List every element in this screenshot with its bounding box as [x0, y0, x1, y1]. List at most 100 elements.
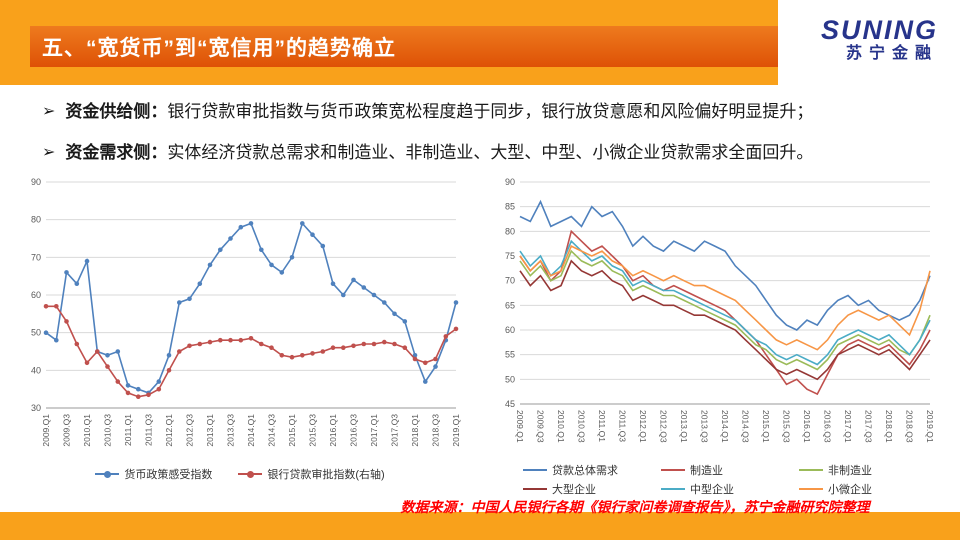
legend-line-icon — [95, 470, 120, 478]
svg-text:2014.Q3: 2014.Q3 — [741, 410, 751, 443]
legend-label: 小微企业 — [828, 484, 872, 496]
svg-text:2018.Q1: 2018.Q1 — [884, 410, 894, 443]
svg-text:2013.Q3: 2013.Q3 — [226, 414, 236, 447]
svg-text:2009.Q3: 2009.Q3 — [62, 414, 72, 447]
legend-label: 银行贷款审批指数(右轴) — [267, 469, 385, 481]
legend-item: 制造业 — [645, 462, 783, 478]
svg-text:80: 80 — [505, 226, 515, 236]
bullet-demand-side: ➢ 资金需求侧：实体经济贷款总需求和制造业、非制造业、大型、中型、小微企业贷款需… — [42, 141, 922, 165]
legend-item: 银行贷款审批指数(右轴) — [238, 466, 385, 482]
legend-label: 货币政策感受指数 — [124, 469, 213, 481]
svg-text:2016.Q3: 2016.Q3 — [349, 414, 359, 447]
svg-text:2016.Q3: 2016.Q3 — [823, 410, 833, 443]
svg-text:2014.Q3: 2014.Q3 — [267, 414, 277, 447]
svg-text:2019.Q1: 2019.Q1 — [925, 410, 935, 443]
svg-text:2015.Q3: 2015.Q3 — [782, 410, 792, 443]
svg-text:60: 60 — [505, 325, 515, 335]
legend-line-icon — [799, 469, 823, 471]
legend-item: 非制造业 — [783, 462, 921, 478]
arrow-bullet-icon: ➢ — [42, 103, 56, 120]
bullet-text: 资金供给侧：银行贷款审批指数与货币政策宽松程度趋于同步，银行放贷意愿和风险偏好明… — [65, 100, 813, 124]
legend-marker-icon — [247, 470, 255, 478]
svg-text:75: 75 — [505, 251, 515, 261]
page-title: 五、“宽货币”到“宽信用”的趋势确立 — [42, 36, 396, 60]
svg-text:50: 50 — [505, 374, 515, 384]
legend-line-icon — [238, 470, 263, 478]
legend-item: 小微企业 — [783, 481, 921, 497]
svg-text:2013.Q3: 2013.Q3 — [700, 410, 710, 443]
svg-text:2017.Q3: 2017.Q3 — [864, 410, 874, 443]
svg-text:50: 50 — [31, 328, 41, 338]
svg-text:70: 70 — [505, 276, 515, 286]
svg-text:2017.Q1: 2017.Q1 — [369, 414, 379, 447]
suning-logo: SUNING 苏宁金融 — [821, 16, 938, 64]
svg-text:45: 45 — [505, 399, 515, 409]
svg-text:30: 30 — [31, 403, 41, 413]
source-note: 数据来源：中国人民银行各期《银行家问卷调查报告》，苏宁金融研究院整理 — [400, 499, 870, 515]
svg-text:2010.Q3: 2010.Q3 — [103, 414, 113, 447]
bullet-list: ➢ 资金供给侧：银行贷款审批指数与货币政策宽松程度趋于同步，银行放贷意愿和风险偏… — [42, 100, 922, 182]
svg-text:2015.Q1: 2015.Q1 — [761, 410, 771, 443]
legend-line-icon — [661, 469, 685, 471]
bullet-body: 银行贷款审批指数与货币政策宽松程度趋于同步，银行放贷意愿和风险偏好明显提升； — [167, 102, 814, 121]
left-line-chart: 30 40 50 60 70 80 90 2009.Q1 2009.Q3 2010.Q1 2010.… — [31, 177, 461, 447]
svg-text:2009.Q1: 2009.Q1 — [515, 410, 525, 443]
logo-subtext: 苏宁金融 — [845, 45, 938, 62]
arrow-bullet-icon: ➢ — [42, 144, 56, 161]
svg-text:2017.Q3: 2017.Q3 — [390, 414, 400, 447]
legend-line-icon — [799, 488, 823, 490]
svg-text:2014.Q1: 2014.Q1 — [720, 410, 730, 443]
svg-text:2015.Q3: 2015.Q3 — [308, 414, 318, 447]
svg-text:2018.Q3: 2018.Q3 — [431, 414, 441, 447]
svg-text:2011.Q3: 2011.Q3 — [144, 414, 154, 446]
svg-text:2015.Q1: 2015.Q1 — [287, 414, 297, 447]
footer-bar — [0, 512, 960, 540]
svg-text:40: 40 — [31, 365, 41, 375]
legend-item: 贷款总体需求 — [507, 462, 645, 478]
svg-text:55: 55 — [505, 350, 515, 360]
svg-text:60: 60 — [31, 290, 41, 300]
right-chart-legend: 贷款总体需求 制造业 非制造业大型企业 中型企业 小微企业 — [490, 462, 938, 497]
svg-text:70: 70 — [31, 252, 41, 262]
legend-item: 大型企业 — [507, 481, 645, 497]
page-title-bar: 五、“宽货币”到“宽信用”的趋势确立 — [30, 26, 778, 67]
bullet-supply-side: ➢ 资金供给侧：银行贷款审批指数与货币政策宽松程度趋于同步，银行放贷意愿和风险偏… — [42, 100, 922, 124]
legend-label: 贷款总体需求 — [552, 465, 618, 477]
svg-text:2017.Q1: 2017.Q1 — [843, 410, 853, 443]
legend-label: 制造业 — [690, 465, 723, 477]
legend-item: 中型企业 — [645, 481, 783, 497]
svg-text:2012.Q1: 2012.Q1 — [164, 414, 174, 447]
svg-text:2012.Q3: 2012.Q3 — [659, 410, 669, 443]
svg-text:2013.Q1: 2013.Q1 — [205, 414, 215, 447]
svg-text:2014.Q1: 2014.Q1 — [246, 414, 256, 447]
legend-line-icon — [523, 469, 547, 471]
legend-item: 货币政策感受指数 — [95, 466, 212, 482]
bullet-label: 资金需求侧： — [65, 143, 168, 162]
svg-text:2011.Q1: 2011.Q1 — [123, 414, 133, 446]
bullet-body: 实体经济贷款总需求和制造业、非制造业、大型、中型、小微企业贷款需求全面回升。 — [167, 143, 814, 162]
svg-text:2010.Q1: 2010.Q1 — [82, 414, 92, 447]
bullet-label: 资金供给侧： — [65, 102, 168, 121]
bullet-text: 资金需求侧：实体经济贷款总需求和制造业、非制造业、大型、中型、小微企业贷款需求全… — [65, 141, 813, 165]
svg-text:2012.Q3: 2012.Q3 — [185, 414, 195, 447]
svg-text:90: 90 — [505, 177, 515, 187]
legend-marker-icon — [104, 470, 112, 478]
legend-label: 非制造业 — [828, 465, 872, 477]
left-chart-legend: 货币政策感受指数 银行贷款审批指数(右轴) — [16, 466, 464, 482]
svg-text:2010.Q1: 2010.Q1 — [556, 410, 566, 443]
right-line-chart: 45 50 55 60 65 70 75 80 85 90 2009.Q1 2009.Q3 2010.Q… — [505, 177, 935, 443]
svg-text:2019.Q1: 2019.Q1 — [451, 414, 461, 447]
svg-text:2010.Q3: 2010.Q3 — [577, 410, 587, 443]
svg-text:2011.Q3: 2011.Q3 — [618, 410, 628, 442]
svg-text:85: 85 — [505, 202, 515, 212]
svg-text:2016.Q1: 2016.Q1 — [328, 414, 338, 447]
legend-label: 大型企业 — [552, 484, 596, 496]
legend-label: 中型企业 — [690, 484, 734, 496]
svg-text:2018.Q1: 2018.Q1 — [410, 414, 420, 447]
svg-text:90: 90 — [31, 177, 41, 187]
svg-text:80: 80 — [31, 215, 41, 225]
svg-text:2011.Q1: 2011.Q1 — [597, 410, 607, 442]
svg-text:65: 65 — [505, 300, 515, 310]
legend-line-icon — [523, 488, 547, 490]
